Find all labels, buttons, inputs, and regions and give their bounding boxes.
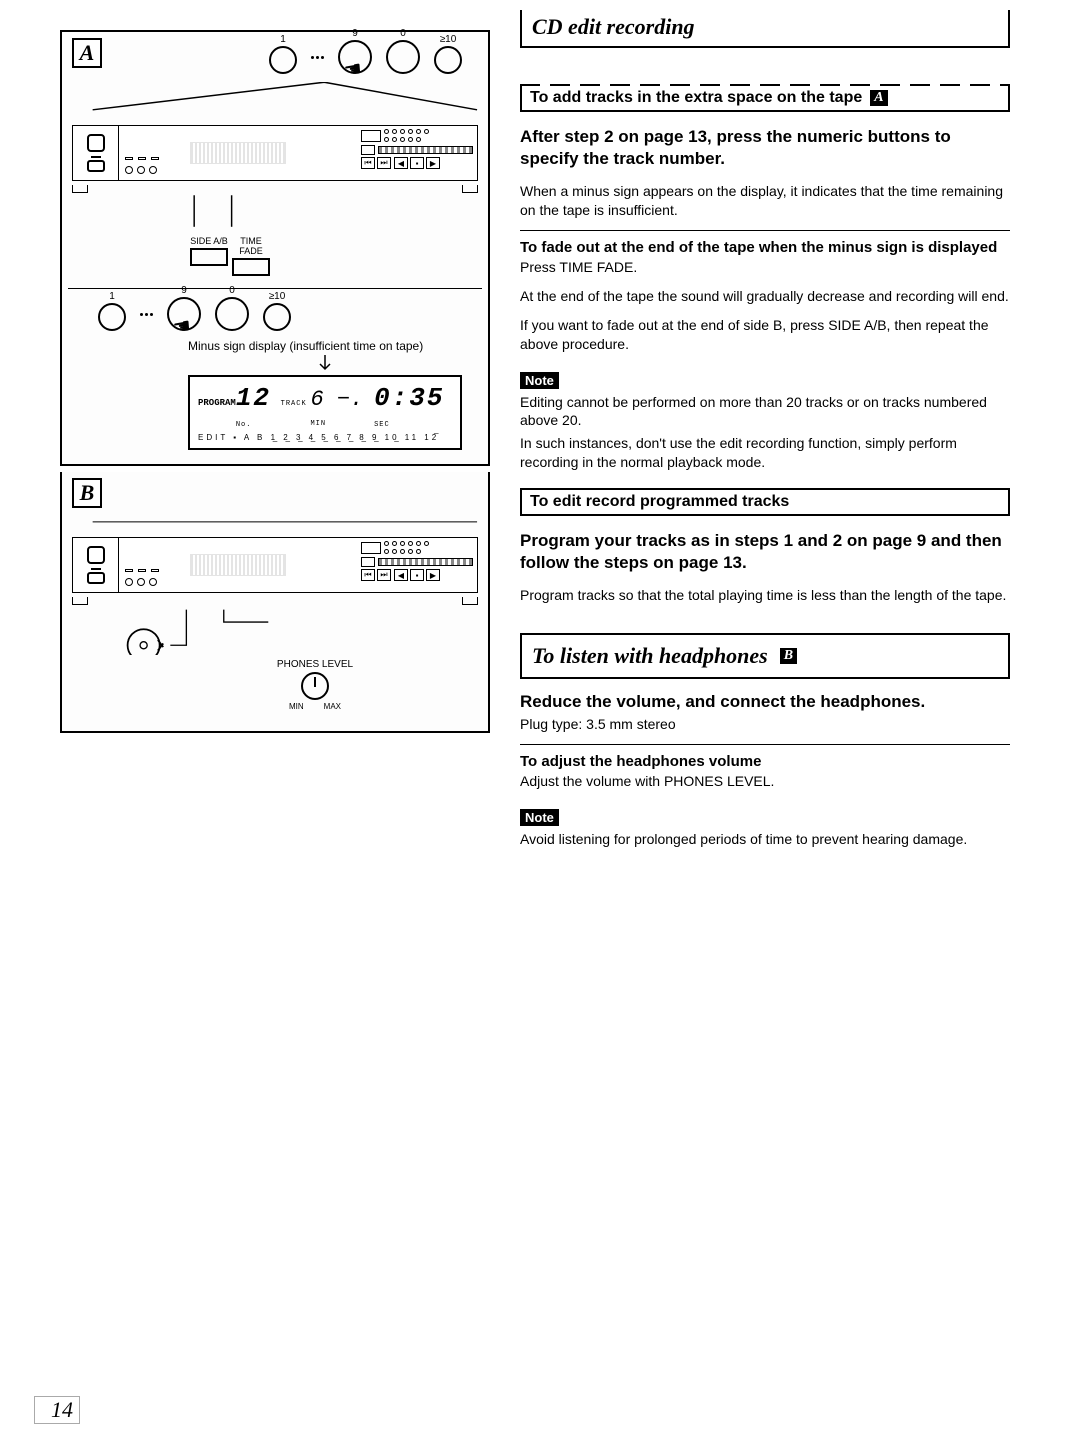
callout-line-icon xyxy=(68,82,482,112)
fade-body-1: Press TIME FADE. xyxy=(520,258,1010,277)
numeric-button-1: 1 xyxy=(98,303,126,331)
disc-tray-icon xyxy=(73,538,119,592)
numeric-button-9: 9 ☚ xyxy=(167,297,201,331)
left-column: A 1 9 ☚ 0 ≥10 xyxy=(0,0,500,1442)
numeric-buttons-row-a: 1 9 ☚ 0 ≥10 xyxy=(68,40,482,74)
side-ab-button: SIDE A/B xyxy=(190,236,228,276)
transport-buttons-icon: ⏮⏭ xyxy=(361,569,391,581)
lcd-edit-row: EDIT ▪ A B 1̲ 2̲ 3̲ 4̲ 5̲ 6̲ 7̲ 8̲ 9̲ 10… xyxy=(198,433,452,442)
numeric-buttons-row-minus: 1 9 ☚ 0 ≥10 xyxy=(68,297,482,331)
edit-prog-lead: Program your tracks as in steps 1 and 2 … xyxy=(520,530,1010,574)
button-grid-icon xyxy=(384,129,430,143)
note-badge: Note xyxy=(520,809,559,826)
time-fade-button: TIME FADE xyxy=(232,236,270,276)
note-2: In such instances, don't use the edit re… xyxy=(520,434,1010,472)
diagram-b: B xyxy=(60,472,490,733)
numeric-button-0: 0 xyxy=(386,40,420,74)
adjust-body: Adjust the volume with PHONES LEVEL. xyxy=(520,772,1010,791)
button-pair: SIDE A/B TIME FADE xyxy=(0,236,482,276)
minus-caption: Minus sign display (insufficient time on… xyxy=(188,339,482,353)
numeric-button-0: 0 xyxy=(215,297,249,331)
lcd-time: 0:35 xyxy=(374,383,444,413)
diagram-b-label: B xyxy=(72,478,102,508)
heading-add-tracks: To add tracks in the extra space on the … xyxy=(520,84,1010,112)
phones-level-label: PHONES LEVEL xyxy=(277,659,353,670)
headphones-note: Avoid listening for prolonged periods of… xyxy=(520,830,1010,849)
add-tracks-lead: After step 2 on page 13, press the numer… xyxy=(520,126,1010,170)
lcd-display: PROGRAM 12 TRACK No. 6 −. MIN 0:35 SEC E… xyxy=(188,375,462,450)
page-title: CD edit recording xyxy=(532,14,998,40)
player-right-panel: ⏮⏭ ◀▪▶ xyxy=(357,126,477,180)
lcd-program-label: PROGRAM xyxy=(198,398,236,408)
fade-body-2: At the end of the tape the sound will gr… xyxy=(520,287,1010,306)
volume-knob-icon xyxy=(301,672,329,700)
heading-headphones: To listen with headphones B xyxy=(520,633,1010,679)
heading-text: To add tracks in the extra space on the … xyxy=(530,89,862,107)
lcd-minus: 6 −. xyxy=(310,387,363,412)
dots-icon xyxy=(311,56,324,59)
divider xyxy=(520,744,1010,745)
divider xyxy=(520,230,1010,231)
diagram-a-label: A xyxy=(72,38,102,68)
callout-line-icon xyxy=(68,195,482,231)
headphones-lead: Reduce the volume, and connect the headp… xyxy=(520,691,1010,713)
note-badge: Note xyxy=(520,372,559,389)
transport-buttons-icon: ⏮⏭ xyxy=(361,157,391,169)
disc-tray-icon xyxy=(73,126,119,180)
heading-badge-a: A xyxy=(870,90,887,106)
player-feet-icon xyxy=(72,185,478,195)
max-label: MAX xyxy=(324,702,341,711)
heading-text: To listen with headphones xyxy=(532,643,768,669)
numeric-button-9: 9 ☚ xyxy=(338,40,372,74)
lcd-min-label: MIN xyxy=(310,420,326,428)
callout-line-icon xyxy=(68,504,482,524)
player-mid xyxy=(119,126,357,180)
right-column: CD edit recording To add tracks in the e… xyxy=(500,0,1040,1442)
plug-type: Plug type: 3.5 mm stereo xyxy=(520,715,1010,734)
fade-body-3: If you want to fade out at the end of si… xyxy=(520,316,1010,354)
heading-text: To edit record programmed tracks xyxy=(530,493,789,511)
adjust-heading: To adjust the headphones volume xyxy=(520,753,1010,770)
pointing-hand-icon: ☚ xyxy=(171,313,193,341)
heading-edit-prog: To edit record programmed tracks xyxy=(520,488,1010,516)
numeric-button-1: 1 xyxy=(269,46,297,74)
min-label: MIN xyxy=(289,702,304,711)
pointing-hand-icon: ☚ xyxy=(342,56,364,84)
dots-icon xyxy=(140,313,153,316)
lcd-sec-label: SEC xyxy=(374,421,390,429)
fade-heading: To fade out at the end of the tape when … xyxy=(520,239,1010,256)
display-icon xyxy=(361,130,381,142)
headphone-jack-callout xyxy=(108,607,482,655)
cd-player-illustration-a: ⏮⏭ ◀▪▶ xyxy=(72,125,478,181)
edit-prog-p1: Program tracks so that the total playing… xyxy=(520,586,1010,605)
lcd-track-no: 12 xyxy=(236,383,271,413)
button-grid-icon xyxy=(384,541,430,555)
display-icon xyxy=(361,542,381,554)
note-1: Editing cannot be performed on more than… xyxy=(520,393,1010,431)
cd-player-illustration-b: ⏮⏭ ◀▪▶ xyxy=(72,537,478,593)
player-feet-icon xyxy=(72,597,478,607)
numeric-button-gte10: ≥10 xyxy=(434,46,462,74)
player-mid xyxy=(119,538,357,592)
diagram-a: A 1 9 ☚ 0 ≥10 xyxy=(60,30,490,466)
phones-level-knob: PHONES LEVEL MIN MAX xyxy=(148,659,482,711)
heading-badge-b: B xyxy=(780,648,797,664)
player-right-panel: ⏮⏭ ◀▪▶ xyxy=(357,538,477,592)
arrow-down-icon xyxy=(168,355,482,373)
add-tracks-p1: When a minus sign appears on the display… xyxy=(520,182,1010,220)
page-number: 14 xyxy=(34,1396,80,1424)
numeric-button-gte10: ≥10 xyxy=(263,303,291,331)
page-title-box: CD edit recording xyxy=(520,10,1010,48)
